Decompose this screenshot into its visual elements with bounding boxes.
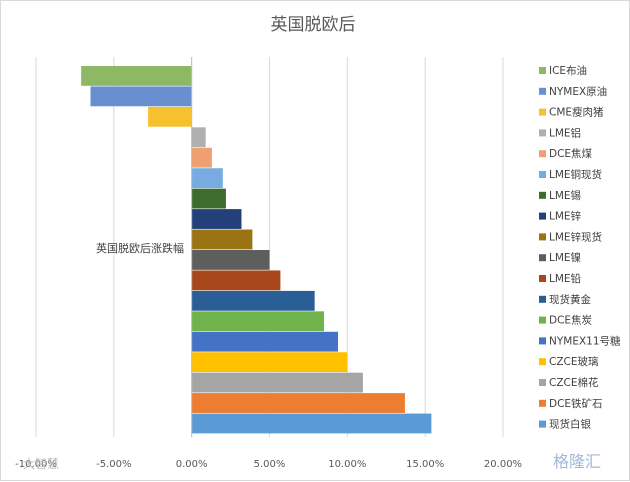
bar-14 [191,331,338,352]
legend-swatch [539,129,546,137]
bar-8 [191,209,242,229]
legend-label: DCE铁矿石 [549,397,603,410]
x-tick-label: 0.00% [176,459,208,470]
bar-18 [191,413,432,434]
legend-swatch [539,233,546,241]
legend-swatch [539,420,546,428]
x-tick-label: 15.00% [406,459,444,470]
legend-swatch [539,254,546,262]
legend-label: CZCE玻璃 [549,355,599,368]
bar-2 [90,86,192,107]
legend-swatch [539,399,546,407]
bar-6 [191,168,223,189]
legend-label: ICE布油 [549,64,587,77]
bar-9 [191,229,253,250]
legend-label: LME锡 [549,189,581,202]
watermark-right: 格隆汇 [553,452,601,471]
bar-12 [191,290,315,311]
bar-16 [191,372,363,393]
bar-4 [191,127,206,148]
bar-3 [148,106,192,127]
bar-5 [191,147,212,168]
legend-swatch [539,358,546,366]
legend-label: LME铝 [549,126,581,139]
legend-label: LME铜现货 [549,168,602,181]
legend-swatch [539,67,546,74]
legend-swatch [539,316,546,324]
category-label: 英国脱欧后涨跌幅 [96,241,184,255]
legend-swatch [539,337,546,345]
legend-label: 现货黄金 [549,293,591,306]
bar-15 [191,352,348,373]
legend-label: 现货白银 [549,418,591,431]
bar-11 [191,270,281,291]
legend-label: CZCE棉花 [549,376,599,389]
legend-swatch [539,108,546,116]
legend-label: CME瘦肉猪 [549,106,604,119]
watermark-left: 大智慧 [23,456,59,471]
x-axis: -10.00% -5.00% 0.00% 5.00% 10.00% 15.00% 20.00… [15,57,522,470]
legend-swatch [539,150,546,158]
bar-1 [81,66,192,86]
legend-label: NYMEX原油 [549,85,607,98]
legend: ICE布油 NYMEX原油 CME瘦肉猪 LME铝 DCE焦煤 LME铜现货 LME锡 LME… [539,64,621,431]
bar-7 [191,188,226,209]
legend-swatch [539,212,546,220]
bar-17 [191,393,405,413]
x-tick-label: -10.00% [15,459,57,470]
legend-label: LME锌现货 [549,230,602,243]
x-tick-label: -5.00% [96,459,131,470]
legend-label: LME铅 [549,272,582,285]
legend-label: DCE焦煤 [549,147,593,160]
legend-swatch [539,171,546,178]
legend-label: DCE焦炭 [549,314,593,327]
bar-13 [191,311,324,332]
legend-label: LME锌 [549,210,582,223]
legend-label: NYMEX11号糖 [549,334,621,347]
legend-swatch [539,191,546,199]
bars [81,66,432,434]
x-tick-label: 20.00% [484,459,522,470]
legend-swatch [539,379,546,386]
x-tick-label: 5.00% [254,459,286,470]
legend-label: LME镍 [549,251,581,264]
legend-swatch [539,295,546,303]
legend-swatch [539,87,546,95]
chart-title: 英国脱欧后 [271,15,356,35]
legend-swatch [539,275,546,282]
x-tick-label: 10.00% [328,459,366,470]
bar-10 [191,250,270,270]
